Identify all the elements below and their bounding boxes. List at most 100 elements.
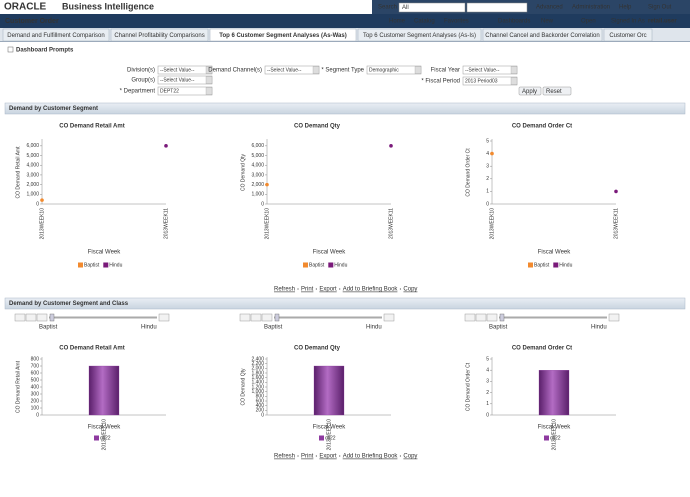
action-link[interactable]: Refresh — [274, 454, 295, 460]
prompt-label: Demand Channel(s) — [208, 68, 262, 74]
slider-button[interactable] — [25, 313, 37, 322]
search-input[interactable] — [466, 2, 528, 13]
tab[interactable] — [209, 28, 357, 42]
action-link[interactable]: Refresh — [274, 287, 295, 293]
action-link[interactable]: Copy — [403, 287, 417, 293]
slider-button[interactable] — [158, 313, 170, 322]
slider-button[interactable] — [486, 313, 498, 322]
tab[interactable] — [357, 28, 482, 42]
header-link[interactable]: Advanced — [536, 5, 563, 11]
button[interactable] — [518, 86, 542, 96]
action-link[interactable]: Add to Briefing Book — [343, 287, 399, 293]
dropdown-arrow[interactable] — [414, 66, 422, 74]
legend-swatch — [319, 435, 324, 441]
nav-link[interactable]: Home — [389, 19, 406, 25]
slider-button[interactable] — [475, 313, 487, 322]
y-tick-label: 800 — [31, 356, 40, 362]
tab-label[interactable]: Top 6 Customer Segment Analyses (As-Is) — [363, 33, 476, 39]
x-axis-label: Fiscal Week — [538, 425, 572, 431]
tab-label[interactable]: Top 6 Customer Segment Analyses (As-Was) — [219, 33, 346, 39]
action-link[interactable]: Copy — [403, 454, 417, 460]
tab[interactable] — [2, 28, 110, 42]
x-axis-label: Fiscal Week — [313, 425, 347, 431]
tab-label[interactable]: Channel Cancel and Backorder Correlation — [485, 33, 599, 39]
button-label[interactable]: Apply — [522, 89, 537, 95]
y-tick-label: 400 — [31, 384, 40, 390]
x-tick-label: 2013WEEK11 — [388, 208, 394, 239]
search-scope-value[interactable]: All — [402, 5, 409, 11]
dropdown-arrow[interactable] — [312, 66, 320, 74]
prompt-value[interactable]: Demographic — [369, 67, 399, 73]
prompt-value[interactable]: --Select Value-- — [160, 67, 195, 73]
slider-thumb[interactable] — [49, 313, 55, 322]
action-link[interactable]: Export — [319, 454, 337, 460]
y-axis-label: CO Demand Qty — [240, 154, 246, 191]
slider-button[interactable] — [239, 313, 251, 322]
slider-label: Baptist — [39, 325, 58, 331]
signed-in-label: Signed In As — [611, 19, 645, 25]
x-tick-label: 2013WEEK10 — [39, 208, 45, 240]
tab[interactable] — [110, 28, 209, 42]
tab-label[interactable]: Demand and Fulfillment Comparison — [7, 33, 104, 39]
button-label[interactable]: Reset — [546, 89, 562, 95]
slider-button[interactable] — [250, 313, 262, 322]
prompt-label: Group(s) — [131, 78, 155, 84]
y-tick-label: 1 — [486, 401, 489, 407]
slider-button[interactable] — [464, 313, 476, 322]
y-tick-label: 600 — [31, 370, 40, 376]
x-tick-label: 2013WEEK10 — [489, 208, 495, 240]
header-link[interactable]: Sign Out — [648, 5, 672, 11]
dropdown-arrow[interactable] — [510, 77, 518, 85]
dropdown-arrow[interactable] — [205, 87, 213, 95]
nav-link[interactable]: Open — [581, 19, 596, 25]
slider-button[interactable] — [608, 313, 620, 322]
slider-button[interactable] — [36, 313, 48, 322]
prompt-label: Division(s) — [127, 68, 155, 74]
search-scope[interactable] — [398, 2, 466, 13]
prompt-value[interactable]: DEPT22 — [160, 88, 179, 94]
slider-thumb[interactable] — [499, 313, 505, 322]
tab-label[interactable]: Customer Orc — [609, 33, 646, 39]
logo: ORACLE — [4, 2, 47, 13]
legend-swatch — [78, 262, 83, 268]
slider-label: Baptist — [264, 325, 283, 331]
x-tick-label: 2013WEEK10 — [264, 208, 270, 240]
action-link[interactable]: Add to Briefing Book — [343, 454, 399, 460]
nav-link[interactable]: Dashboards — [498, 19, 530, 25]
y-tick-label: 4 — [486, 151, 489, 157]
y-axis-label: CO Demand Qty — [240, 368, 246, 405]
action-link[interactable]: Print — [301, 287, 314, 293]
slider-button[interactable] — [14, 313, 26, 322]
y-axis-label: CO Demand Retail Amt — [15, 360, 21, 413]
x-axis-label: Fiscal Week — [88, 425, 122, 431]
y-axis-label: CO Demand Order Ct — [465, 362, 471, 411]
prompt-value[interactable]: --Select Value-- — [267, 67, 302, 73]
slider-button[interactable] — [261, 313, 273, 322]
header-link[interactable]: Administration — [572, 5, 610, 11]
slider-thumb[interactable] — [274, 313, 280, 322]
dropdown-arrow[interactable] — [205, 66, 213, 74]
y-tick-label: 1,000 — [251, 192, 264, 198]
action-link[interactable]: Print — [301, 454, 314, 460]
tab[interactable] — [603, 28, 653, 42]
y-axis-label: CO Demand Order Ct — [465, 148, 471, 197]
button[interactable] — [542, 86, 572, 96]
nav-link[interactable]: Favorites — [444, 19, 469, 25]
prompts-title: Dashboard Prompts — [16, 48, 74, 54]
tab-label[interactable]: Channel Profitability Comparisons — [114, 33, 204, 39]
action-link[interactable]: Export — [319, 287, 337, 293]
prompt-value[interactable]: --Select Value-- — [160, 77, 195, 83]
tab[interactable] — [482, 28, 603, 42]
slider-button[interactable] — [383, 313, 395, 322]
collapse-icon[interactable] — [7, 46, 14, 53]
prompt-value[interactable]: 2013 Period03 — [465, 78, 498, 84]
header-link[interactable]: Help — [619, 5, 632, 11]
nav-link[interactable]: New — [541, 19, 554, 25]
y-tick-label: 100 — [31, 405, 40, 411]
nav-link[interactable]: Catalog — [414, 19, 435, 25]
x-axis-label: Fiscal Week — [313, 250, 347, 256]
dropdown-arrow[interactable] — [205, 76, 213, 84]
prompt-value[interactable]: --Select Value-- — [465, 67, 500, 73]
dropdown-arrow[interactable] — [510, 66, 518, 74]
app-title: Business Intelligence — [62, 1, 154, 11]
